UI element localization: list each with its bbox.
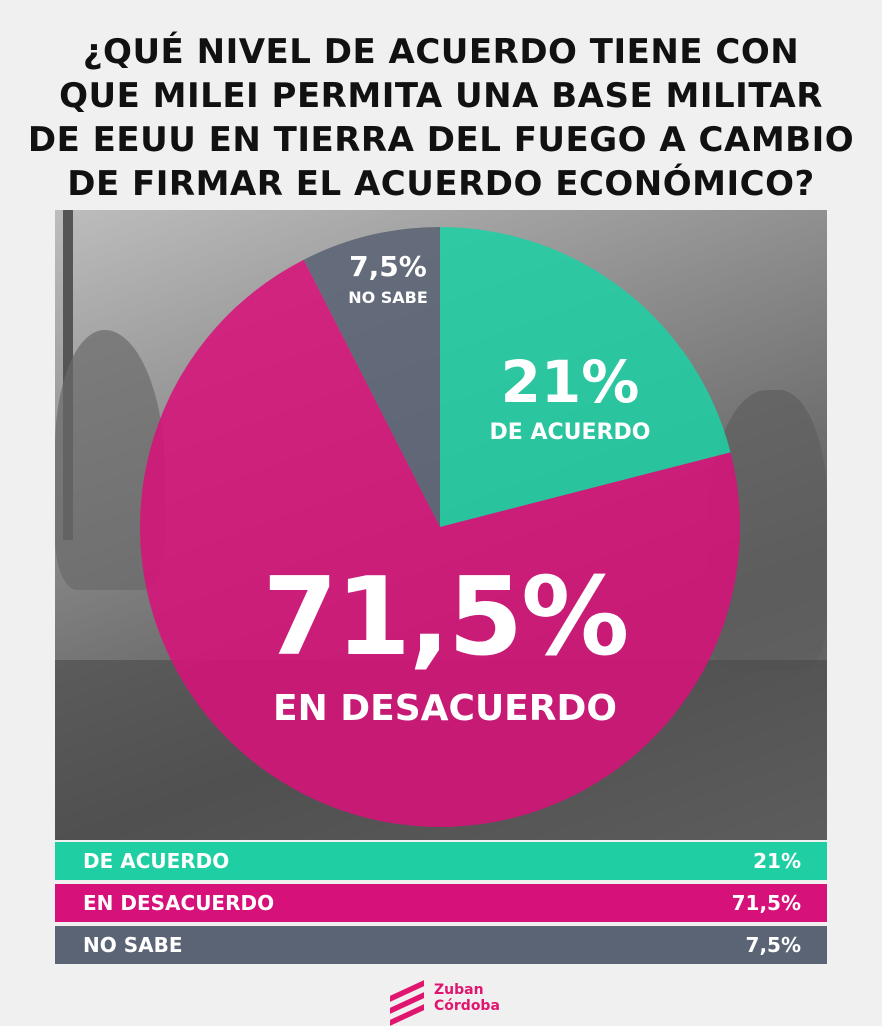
legend-value: 21% <box>753 849 801 873</box>
legend-row-acuerdo: DE ACUERDO 21% <box>55 842 827 880</box>
pie-slice-de-acuerdo <box>440 227 731 527</box>
title-line: DE EEUU EN TIERRA DEL FUEGO A CAMBIO <box>27 120 855 160</box>
pie-slice-no-sabe <box>303 227 440 527</box>
legend-table: DE ACUERDO 21% EN DESACUERDO 71,5% NO SA… <box>55 842 827 968</box>
chart-title: ¿QUÉ NIVEL DE ACUERDO TIENE CON QUE MILE… <box>20 30 862 206</box>
pie-label-desacuerdo-value: 71,5% <box>262 555 630 680</box>
legend-row-nosabe: NO SABE 7,5% <box>55 926 827 964</box>
title-line: DE FIRMAR EL ACUERDO ECONÓMICO? <box>67 164 815 204</box>
title-line: QUE MILEI PERMITA UNA BASE MILITAR <box>59 76 823 116</box>
logo-text-line1: Zuban <box>434 982 484 998</box>
legend-row-desacuerdo: EN DESACUERDO 71,5% <box>55 884 827 922</box>
legend-value: 71,5% <box>731 891 801 915</box>
title-line: ¿QUÉ NIVEL DE ACUERDO TIENE CON <box>82 32 800 72</box>
legend-label: DE ACUERDO <box>83 849 230 873</box>
legend-value: 7,5% <box>745 933 801 957</box>
brand-logo: Zuban Córdoba <box>388 980 500 1026</box>
legend-label: EN DESACUERDO <box>83 891 275 915</box>
pie-label-desacuerdo-text: EN DESACUERDO <box>273 688 617 729</box>
pie-slice-en-desacuerdo <box>140 259 740 828</box>
legend-label: NO SABE <box>83 933 183 957</box>
pie-label-nosabe-text: NO SABE <box>348 288 428 307</box>
pie-label-acuerdo-text: DE ACUERDO <box>489 420 651 445</box>
logo-text-line2: Córdoba <box>434 998 500 1014</box>
logo-stripes-icon <box>388 980 428 1026</box>
pie-label-acuerdo-value: 21% <box>500 348 640 416</box>
pie-label-nosabe-value: 7,5% <box>349 250 427 283</box>
